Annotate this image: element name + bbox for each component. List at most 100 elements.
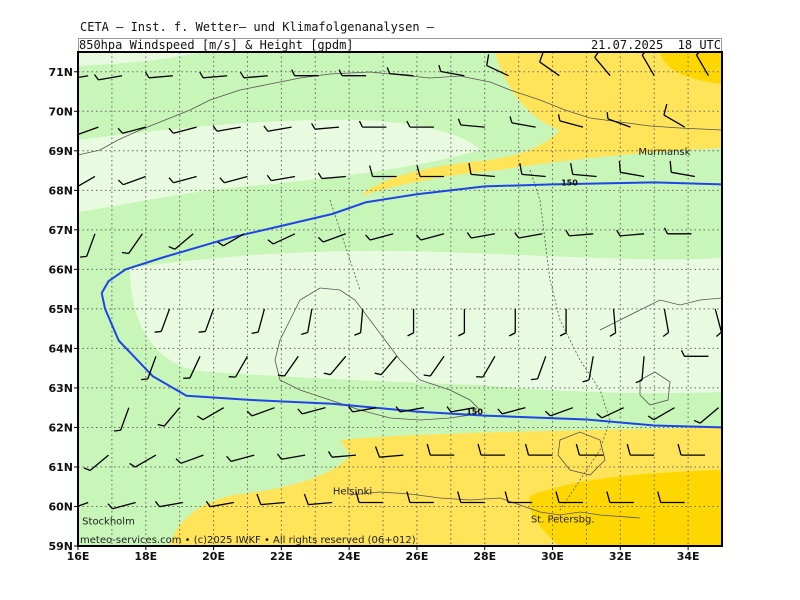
barb-shaft [243, 75, 268, 79]
wind-barb [226, 454, 255, 462]
longitude-label: 22E [270, 550, 293, 563]
wind-barb [157, 407, 181, 427]
wind-barb [183, 356, 201, 379]
barb-feather [466, 232, 472, 239]
wind-barb [348, 406, 377, 413]
barb-shaft [120, 407, 130, 431]
wind-barb [618, 160, 645, 178]
barb-feather [415, 234, 422, 241]
wind-barb [530, 356, 547, 381]
barb-feather [647, 415, 655, 421]
barb-feather [596, 413, 603, 419]
barb-feather [219, 177, 225, 184]
barb-feather [606, 491, 611, 503]
barb-shaft [308, 501, 333, 506]
valid-time: 21.07.2025 18 UTC [590, 38, 721, 52]
wind-barb [544, 407, 574, 417]
barb-shaft [123, 175, 147, 186]
wind-barb [458, 308, 466, 337]
city-labels: Murmansk Helsinki Stockholm St. Petersbg. [82, 147, 690, 528]
barb-shaft [216, 126, 241, 132]
barb-feather [198, 330, 206, 333]
longitude-label: 26E [406, 550, 429, 563]
wind-barb [80, 233, 96, 258]
barb-feather [256, 493, 262, 505]
barb-feather [477, 443, 482, 456]
barb-shaft [502, 407, 526, 415]
barb-feather [374, 446, 381, 458]
barb-feather [618, 160, 622, 173]
barb-feather [663, 227, 669, 235]
barb-shaft [471, 233, 496, 239]
latitude-label: 70N [48, 105, 73, 118]
wind-barb [476, 355, 496, 378]
barb-feather [141, 378, 148, 381]
barb-shaft [86, 233, 96, 257]
chart-title: CETA — Inst. f. Wetter— und Klimafolgena… [80, 20, 435, 34]
barb-shaft [379, 454, 404, 458]
wind-barb [647, 407, 675, 421]
barb-feather [677, 443, 682, 456]
barb-shaft [518, 233, 543, 239]
barb-feather [267, 239, 274, 245]
latitude-label: 71N [48, 66, 73, 79]
barb-feather [113, 429, 121, 432]
barb-feather [626, 443, 631, 456]
barb-feather [365, 234, 371, 241]
wind-barb [582, 356, 594, 383]
shade-peak-south [529, 470, 722, 546]
wind-barb [466, 232, 496, 239]
barb-shaft [539, 61, 560, 77]
barb-shaft [128, 233, 143, 254]
barb-feather [486, 54, 490, 66]
wind-barb [695, 52, 710, 77]
barb-shaft [572, 173, 597, 178]
barb-shaft [222, 233, 245, 247]
wind-barb [317, 172, 346, 180]
longitude-label: 32E [609, 550, 632, 563]
barb-feather [338, 69, 343, 77]
barb-feather [458, 332, 465, 337]
latitude-label: 66N [48, 263, 73, 276]
barb-feather [657, 491, 662, 503]
barb-feather [680, 350, 686, 357]
barb-shaft [202, 407, 225, 421]
wind-barb [228, 355, 249, 378]
barb-shaft [620, 171, 645, 178]
wind-barb [519, 163, 546, 178]
latitude-label: 69N [48, 145, 73, 158]
wind-barb [199, 71, 228, 79]
barb-feather [277, 374, 285, 377]
wind-barb [457, 118, 485, 128]
wind-barb [616, 229, 645, 237]
barb-shaft [204, 308, 215, 332]
longitude-label: 28E [473, 550, 496, 563]
barb-shaft [307, 308, 313, 333]
wind-barb [212, 125, 241, 132]
wind-barb [144, 71, 173, 79]
barb-shaft [521, 173, 546, 178]
wind-barb [154, 500, 184, 508]
barb-shaft [620, 233, 645, 237]
barb-feather [606, 112, 609, 119]
wind-barb [276, 453, 306, 460]
barb-shaft [173, 175, 197, 184]
barb-feather [239, 71, 245, 79]
barb-shaft [112, 501, 136, 510]
contour-label: 150 [466, 408, 483, 417]
barb-feather [311, 123, 316, 130]
barb-feather [157, 423, 165, 427]
barb-shaft [234, 355, 249, 378]
barb-shaft [612, 308, 617, 333]
barb-feather [246, 410, 253, 417]
barb-shaft [663, 308, 670, 333]
barb-shaft [224, 175, 248, 184]
barb-feather [406, 491, 411, 503]
barb-feather [508, 332, 516, 337]
barb-feather [715, 331, 722, 337]
barb-shaft [359, 308, 364, 333]
barb-shaft [78, 501, 89, 507]
barb-shaft [450, 407, 475, 413]
shade-fast-north [360, 52, 722, 196]
